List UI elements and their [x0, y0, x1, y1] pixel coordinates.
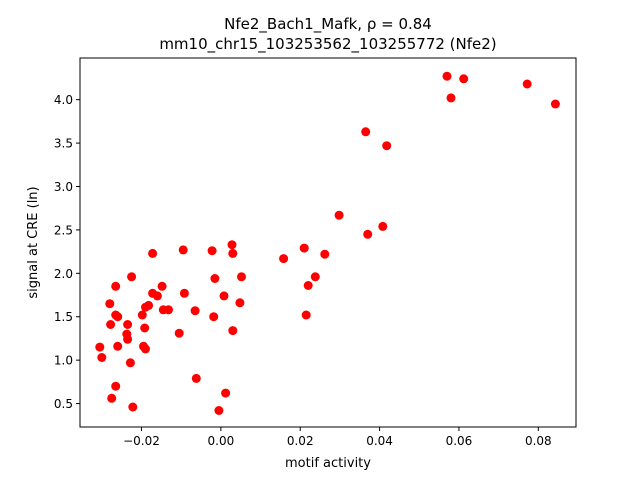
data-point-21: [144, 300, 154, 310]
data-point-40: [228, 248, 238, 258]
data-point-53: [378, 221, 388, 231]
data-point-4: [107, 393, 117, 403]
data-point-33: [207, 246, 217, 256]
data-point-25: [157, 281, 167, 291]
data-point-0: [95, 342, 105, 352]
data-point-56: [446, 93, 456, 103]
data-point-31: [190, 306, 200, 316]
data-point-50: [334, 210, 344, 220]
y-tick-label: 1.0: [54, 354, 73, 368]
data-point-47: [303, 281, 313, 290]
chart-title-line1: Nfe2_Bach1_Mafk, ρ = 0.84: [224, 15, 432, 34]
y-tick-label: 3.0: [54, 180, 73, 194]
data-point-9: [111, 381, 121, 391]
data-point-13: [125, 358, 135, 368]
y-tick-label: 1.5: [54, 310, 73, 324]
data-point-38: [221, 388, 231, 398]
x-axis-label: motif activity: [285, 456, 371, 471]
data-point-55: [442, 71, 452, 81]
x-tick-label: 0.02: [287, 434, 314, 448]
data-point-2: [105, 299, 115, 309]
data-point-32: [191, 373, 201, 383]
data-point-3: [106, 320, 116, 329]
data-point-34: [209, 312, 219, 322]
data-point-29: [178, 245, 188, 255]
y-tick-label: 4.0: [54, 93, 73, 107]
data-point-51: [361, 127, 371, 137]
y-tick-label: 2.0: [54, 267, 73, 281]
data-point-45: [299, 243, 309, 253]
data-point-37: [219, 291, 229, 301]
data-point-6: [113, 312, 123, 322]
x-tick-label: −0.02: [123, 434, 160, 448]
x-tick-label: 0.08: [525, 434, 552, 448]
data-point-36: [214, 406, 224, 415]
data-point-28: [174, 328, 184, 338]
x-tick-label: 0.06: [446, 434, 473, 448]
plot-area: [80, 58, 576, 427]
data-point-14: [127, 272, 137, 282]
data-point-16: [137, 310, 147, 320]
data-point-58: [522, 79, 532, 89]
data-point-41: [228, 326, 238, 336]
data-point-57: [459, 74, 469, 84]
data-point-24: [152, 291, 162, 301]
data-point-49: [320, 249, 330, 259]
data-point-52: [363, 229, 373, 239]
x-tick-label: 0.04: [366, 434, 393, 448]
data-point-42: [235, 298, 245, 308]
data-point-15: [128, 402, 138, 412]
data-point-10: [123, 320, 133, 329]
y-axis-ticks: 0.5 1.0 1.5 2.0 2.5 3.0 3.5 4.0: [54, 93, 80, 411]
data-point-54: [382, 141, 392, 151]
chart-title-line2: mm10_chr15_103253562_103255772 (Nfe2): [159, 35, 496, 54]
data-point-19: [141, 344, 150, 354]
data-point-43: [237, 272, 246, 282]
y-tick-label: 3.5: [54, 137, 73, 151]
data-point-18: [140, 323, 150, 333]
x-tick-label: 0.00: [208, 434, 235, 448]
data-point-1: [97, 353, 107, 362]
data-point-48: [310, 272, 320, 282]
data-point-22: [148, 248, 158, 258]
data-point-7: [111, 281, 121, 291]
data-point-30: [179, 288, 189, 298]
data-point-59: [550, 99, 560, 109]
plot-frame: [79, 57, 577, 428]
data-point-44: [279, 254, 289, 264]
data-point-35: [210, 274, 220, 283]
points-layer: [95, 71, 560, 415]
y-axis-label: signal at CRE (ln): [26, 186, 41, 298]
data-point-46: [301, 310, 311, 320]
y-tick-label: 2.5: [54, 223, 73, 237]
data-point-8: [113, 341, 123, 351]
y-tick-label: 0.5: [54, 397, 73, 411]
x-axis-ticks: −0.02 0.00 0.02 0.04 0.06 0.08: [123, 427, 552, 448]
data-point-12: [123, 334, 133, 344]
data-point-39: [227, 240, 237, 250]
data-point-27: [164, 305, 173, 315]
